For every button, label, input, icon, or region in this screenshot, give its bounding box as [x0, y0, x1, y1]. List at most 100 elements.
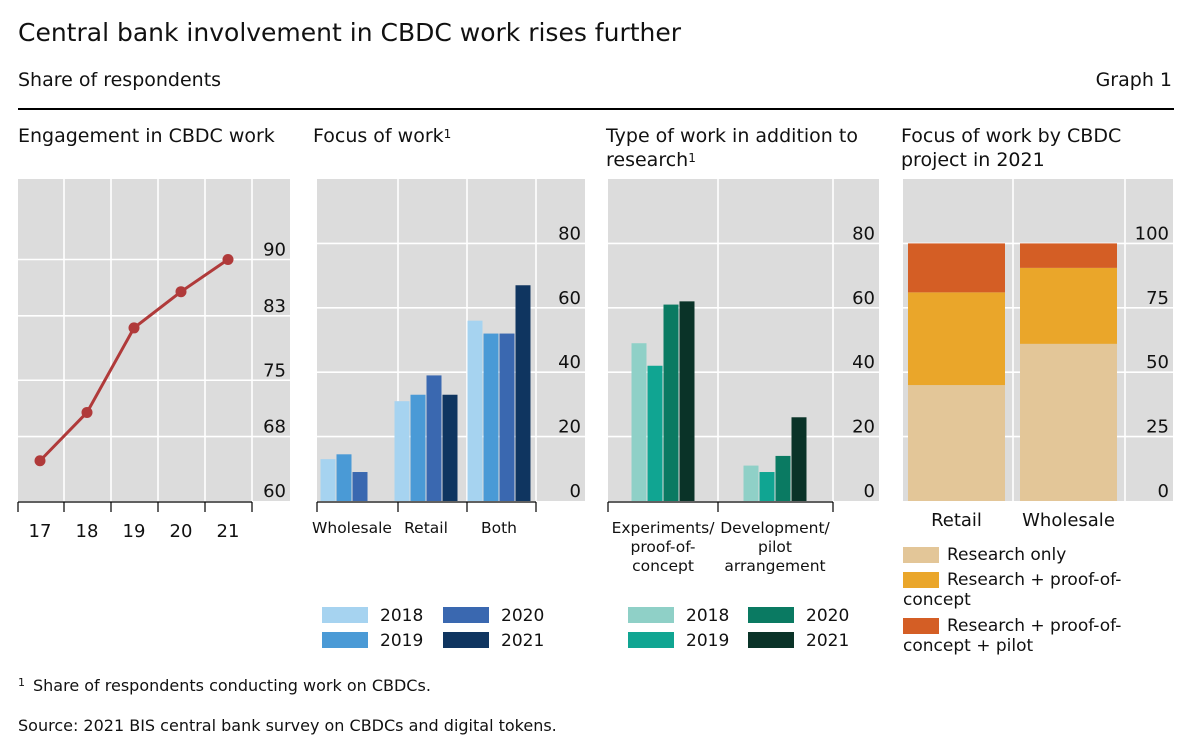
graph-label: Graph 1	[1095, 69, 1172, 91]
legend-item: 2018	[628, 606, 729, 626]
panel-title-project: Focus of work by CBDC project in 2021	[901, 125, 1122, 171]
bar	[743, 465, 759, 501]
y-tick-label: 60	[852, 288, 875, 309]
y-tick-label: 50	[1146, 352, 1169, 373]
x-tick-label: Both	[481, 519, 517, 537]
x-tick-label: Wholesale	[312, 519, 392, 537]
legend-label: 2019	[686, 631, 730, 651]
legend-item: 2021	[443, 631, 544, 651]
bar	[352, 472, 368, 501]
legend-label: Research + proof-of-concept	[903, 570, 1122, 610]
legend-label: Research + proof-of-concept + pilot	[903, 616, 1122, 656]
legend-swatch	[748, 632, 794, 648]
bar	[483, 333, 499, 501]
y-tick-label: 0	[570, 481, 581, 502]
legend-swatch	[903, 618, 939, 634]
data-point	[34, 455, 46, 467]
data-point	[81, 406, 93, 418]
legend-label: 2020	[501, 606, 545, 626]
y-tick-label: 80	[852, 223, 875, 244]
x-tick-label: pilot	[758, 538, 792, 556]
bar	[647, 365, 663, 501]
bar	[679, 301, 695, 501]
bar	[426, 375, 442, 501]
bar	[394, 401, 410, 501]
data-point	[128, 322, 140, 334]
legend-swatch	[628, 607, 674, 623]
x-tick-label: Wholesale	[1022, 510, 1115, 531]
legend-label: Research only	[947, 545, 1067, 565]
legend-label: 2019	[380, 631, 424, 651]
x-tick-label: 20	[170, 521, 193, 542]
bar	[442, 394, 458, 501]
legend-item: Research only	[903, 545, 1143, 565]
legend-swatch	[322, 632, 368, 648]
bar	[336, 454, 352, 501]
bar-segment	[1020, 267, 1117, 344]
y-tick-label: 68	[263, 417, 286, 438]
panel-title-type: Type of work in addition to research1	[606, 125, 858, 171]
y-tick-label: 40	[558, 352, 581, 373]
x-tick-label: 21	[217, 521, 240, 542]
legend-item: Research + proof-of-concept + pilot	[903, 616, 1143, 656]
bar	[320, 459, 336, 501]
y-tick-label: 0	[1158, 481, 1169, 502]
bar	[410, 394, 426, 501]
y-tick-label: 100	[1135, 223, 1169, 244]
header-rule	[18, 108, 1174, 110]
legend-label: 2021	[806, 631, 850, 651]
data-point	[222, 254, 234, 265]
bar	[791, 417, 807, 501]
y-tick-label: 83	[263, 296, 286, 317]
bar	[631, 343, 647, 501]
y-tick-label: 25	[1146, 417, 1169, 438]
plot-area	[18, 179, 290, 501]
legend-swatch	[443, 607, 489, 623]
bar	[499, 333, 515, 501]
x-tick-label: 19	[123, 521, 146, 542]
legend-item: 2020	[748, 606, 849, 626]
legend-swatch	[443, 632, 489, 648]
y-tick-label: 20	[852, 417, 875, 438]
bar-segment	[1020, 343, 1117, 501]
bar-segment	[1020, 243, 1117, 268]
y-tick-label: 60	[558, 288, 581, 309]
bar	[759, 472, 775, 501]
legend-label: 2021	[501, 631, 545, 651]
y-tick-label: 60	[263, 481, 286, 502]
legend-item: 2021	[748, 631, 849, 651]
footnote: 1 Share of respondents conducting work on…	[18, 676, 431, 695]
x-tick-label: 18	[76, 521, 99, 542]
y-tick-label: 75	[263, 360, 286, 381]
legend-swatch	[903, 572, 939, 588]
x-tick-label: proof-of-	[630, 538, 695, 556]
y-tick-label: 80	[558, 223, 581, 244]
panel-title-focus: Focus of work1	[313, 125, 452, 147]
legend-swatch	[903, 547, 939, 563]
x-tick-label: Experiments/	[612, 519, 716, 537]
bar	[467, 320, 483, 501]
legend-label: 2018	[686, 606, 730, 626]
source-note: Source: 2021 BIS central bank survey on …	[18, 716, 557, 735]
y-tick-label: 40	[852, 352, 875, 373]
y-tick-label: 20	[558, 417, 581, 438]
y-tick-label: 0	[864, 481, 875, 502]
legend-item: 2020	[443, 606, 544, 626]
bar-segment	[908, 243, 1005, 293]
chart-title: Central bank involvement in CBDC work ri…	[18, 18, 682, 47]
y-tick-label: 75	[1146, 288, 1169, 309]
bar-segment	[908, 292, 1005, 386]
legend-label: 2020	[806, 606, 850, 626]
x-tick-label: Retail	[931, 510, 982, 531]
x-tick-label: arrangement	[724, 557, 825, 575]
legend-item: 2019	[322, 631, 423, 651]
legend-swatch	[322, 607, 368, 623]
bar	[515, 285, 531, 501]
bar	[775, 455, 791, 501]
legend-swatch	[628, 632, 674, 648]
legend-item: Research + proof-of-concept	[903, 570, 1143, 610]
data-point	[175, 286, 187, 298]
legend-item: 2018	[322, 606, 423, 626]
bar-segment	[908, 385, 1005, 501]
